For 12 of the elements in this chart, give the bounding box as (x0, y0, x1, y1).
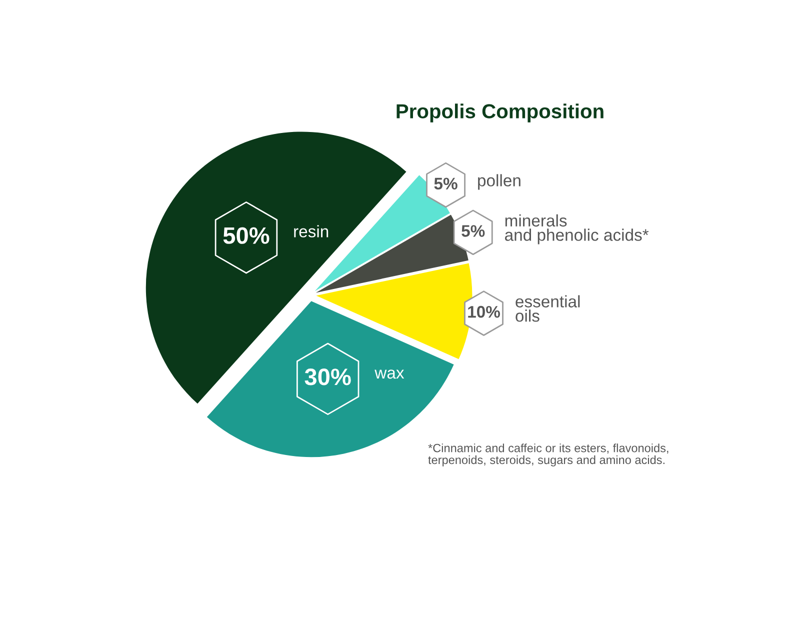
slice-label: minerals and phenolic acids* (505, 214, 649, 244)
slice-label: resin (294, 225, 328, 238)
data-label: 5% (462, 225, 485, 237)
data-label: 10% (468, 306, 500, 318)
data-label: 5% (434, 178, 458, 190)
text: *Cinnamic and caffeic or its esters, flavonoids, terpenoids, steroids, sugars and amino acids. (428, 444, 668, 466)
slice-label: wax (374, 370, 404, 379)
slice-label: essential oils (516, 295, 580, 322)
data-label: 30% (304, 368, 351, 386)
chart-title: Propolis Composition (396, 104, 604, 122)
data-label: 50% (223, 227, 270, 244)
slice-label: pollen (478, 174, 520, 190)
